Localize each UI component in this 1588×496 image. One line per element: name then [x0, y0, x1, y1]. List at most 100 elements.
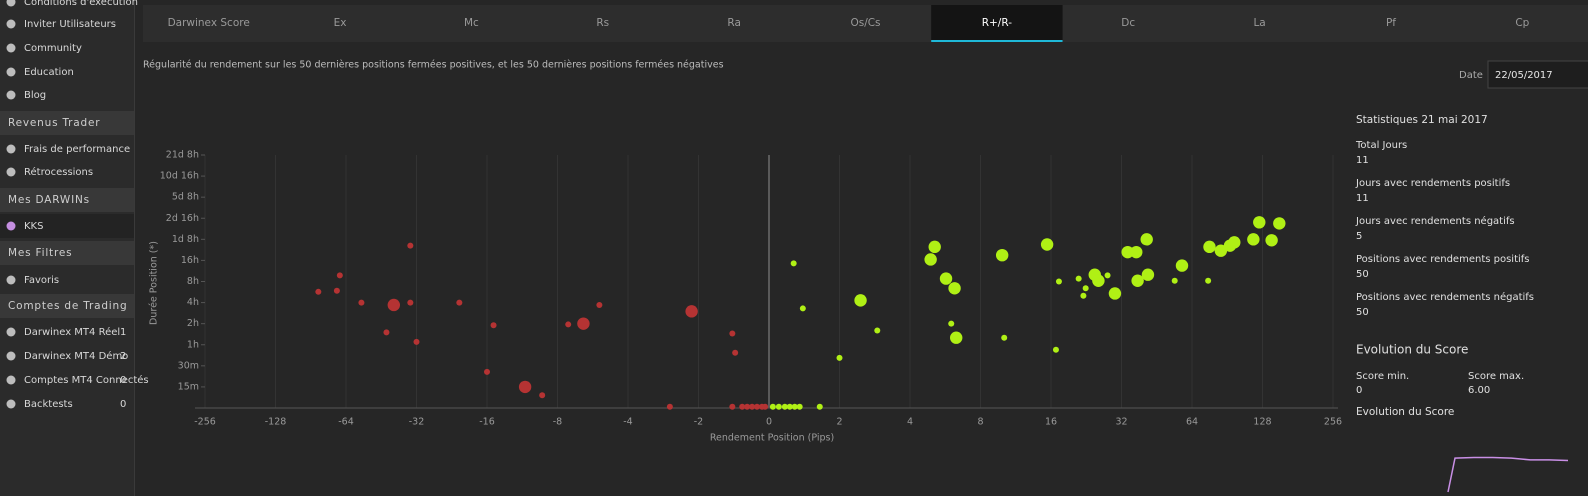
point — [948, 282, 961, 295]
point — [1040, 238, 1054, 251]
tab[interactable]: Ex — [334, 17, 347, 29]
stat-value: 11 — [1356, 193, 1369, 204]
sidebar-icon — [6, 375, 16, 385]
point — [948, 320, 955, 327]
y-tick-label: 30m — [178, 360, 199, 371]
point — [1055, 278, 1062, 285]
sidebar-icon — [6, 399, 16, 409]
stats-title: Statistiques 21 mai 2017 — [1356, 114, 1488, 126]
point — [685, 305, 698, 318]
point — [1265, 234, 1278, 247]
point — [336, 272, 343, 279]
point — [791, 403, 798, 410]
point — [1253, 216, 1266, 229]
point — [939, 272, 953, 285]
point — [775, 403, 782, 410]
point — [456, 299, 463, 306]
point — [315, 288, 322, 295]
date-value: 22/05/2017 — [1495, 70, 1553, 81]
x-tick-label: 8 — [977, 417, 983, 428]
tab[interactable]: Rs — [596, 17, 609, 29]
x-tick-label: -4 — [623, 417, 632, 428]
point — [1052, 346, 1059, 353]
tab[interactable]: Mc — [464, 17, 479, 29]
point — [413, 338, 420, 345]
evolution-subtitle: Evolution du Score — [1356, 406, 1454, 418]
tab-active — [931, 5, 1063, 42]
sidebar-active — [0, 214, 134, 238]
sidebar-item[interactable]: Darwinex MT4 Démo — [24, 350, 128, 362]
x-tick-label: 16 — [1045, 417, 1057, 428]
point — [1175, 259, 1189, 272]
sidebar-item[interactable]: Conditions d'exécution — [24, 0, 138, 8]
sidebar-item[interactable]: KKS — [24, 221, 43, 232]
sidebar-icon — [6, 275, 16, 285]
x-tick-label: -64 — [338, 417, 354, 428]
sidebar-item[interactable]: Favoris — [24, 275, 59, 286]
x-tick-label: -16 — [479, 417, 495, 428]
y-tick-label: 15m — [178, 381, 199, 392]
point — [1247, 233, 1260, 246]
x-tick-label: 128 — [1253, 417, 1271, 428]
stat-value: 11 — [1356, 155, 1369, 166]
x-tick-label: -8 — [553, 417, 562, 428]
y-tick-label: 2h — [187, 318, 199, 329]
x-tick-label: -256 — [194, 417, 216, 428]
y-tick-label: 4h — [187, 297, 199, 308]
point — [539, 392, 546, 399]
tab[interactable]: R+/R- — [982, 17, 1013, 29]
point — [928, 240, 941, 254]
sidebar-section-label: Mes Filtres — [8, 247, 72, 259]
x-tick-label: 0 — [766, 417, 772, 428]
y-tick-label: 16h — [181, 255, 199, 266]
point — [666, 403, 673, 410]
tab[interactable]: Darwinex Score — [168, 17, 250, 29]
sidebar-icon — [6, 67, 16, 77]
stat-value: 5 — [1356, 231, 1362, 242]
point — [854, 294, 867, 307]
score-min: 0 — [1356, 385, 1362, 396]
point — [950, 331, 963, 344]
point — [786, 403, 793, 410]
y-tick-label: 8h — [187, 276, 199, 287]
sidebar-section-label: Revenus Trader — [8, 117, 100, 129]
sidebar-item[interactable]: Education — [24, 67, 74, 78]
sidebar-count: 1 — [120, 327, 126, 338]
point — [1171, 277, 1178, 284]
sidebar-item[interactable]: Frais de performance — [24, 144, 130, 155]
date-input[interactable] — [1487, 60, 1588, 89]
sidebar-item[interactable]: Inviter Utilisateurs — [24, 19, 116, 30]
tab[interactable]: Os/Cs — [850, 17, 880, 29]
tab[interactable]: Dc — [1121, 17, 1135, 29]
point — [565, 321, 572, 328]
tab[interactable]: Ra — [727, 17, 741, 29]
sidebar-item[interactable]: Backtests — [24, 399, 73, 410]
sidebar-section — [0, 188, 134, 212]
sidebar-item[interactable]: Rétrocessions — [24, 166, 93, 178]
point — [1080, 292, 1087, 299]
point — [1108, 287, 1122, 300]
stat-label: Total Jours — [1355, 140, 1407, 151]
x-tick-label: -128 — [265, 417, 287, 428]
x-tick-label: 64 — [1186, 417, 1198, 428]
sidebar-item[interactable]: Comptes MT4 Connectés — [24, 374, 149, 386]
sidebar-section — [0, 111, 134, 135]
point — [387, 298, 401, 312]
sidebar-item[interactable]: Community — [24, 43, 82, 54]
sidebar-item[interactable]: Blog — [24, 90, 46, 101]
x-tick-label: -2 — [694, 417, 703, 428]
sidebar-item[interactable]: Darwinex MT4 Réel — [24, 326, 120, 338]
point — [799, 305, 806, 312]
sidebar-icon — [6, 327, 16, 337]
tab[interactable]: Cp — [1515, 17, 1529, 29]
x-axis-label: Rendement Position (Pips) — [710, 433, 834, 444]
point — [1121, 245, 1134, 259]
sidebar-icon — [6, 0, 16, 7]
point — [490, 322, 497, 329]
tab[interactable]: Pf — [1386, 17, 1396, 29]
tab[interactable]: La — [1253, 17, 1265, 29]
sidebar-icon — [6, 167, 16, 177]
point — [769, 403, 776, 410]
point — [995, 248, 1009, 262]
point — [407, 242, 414, 249]
